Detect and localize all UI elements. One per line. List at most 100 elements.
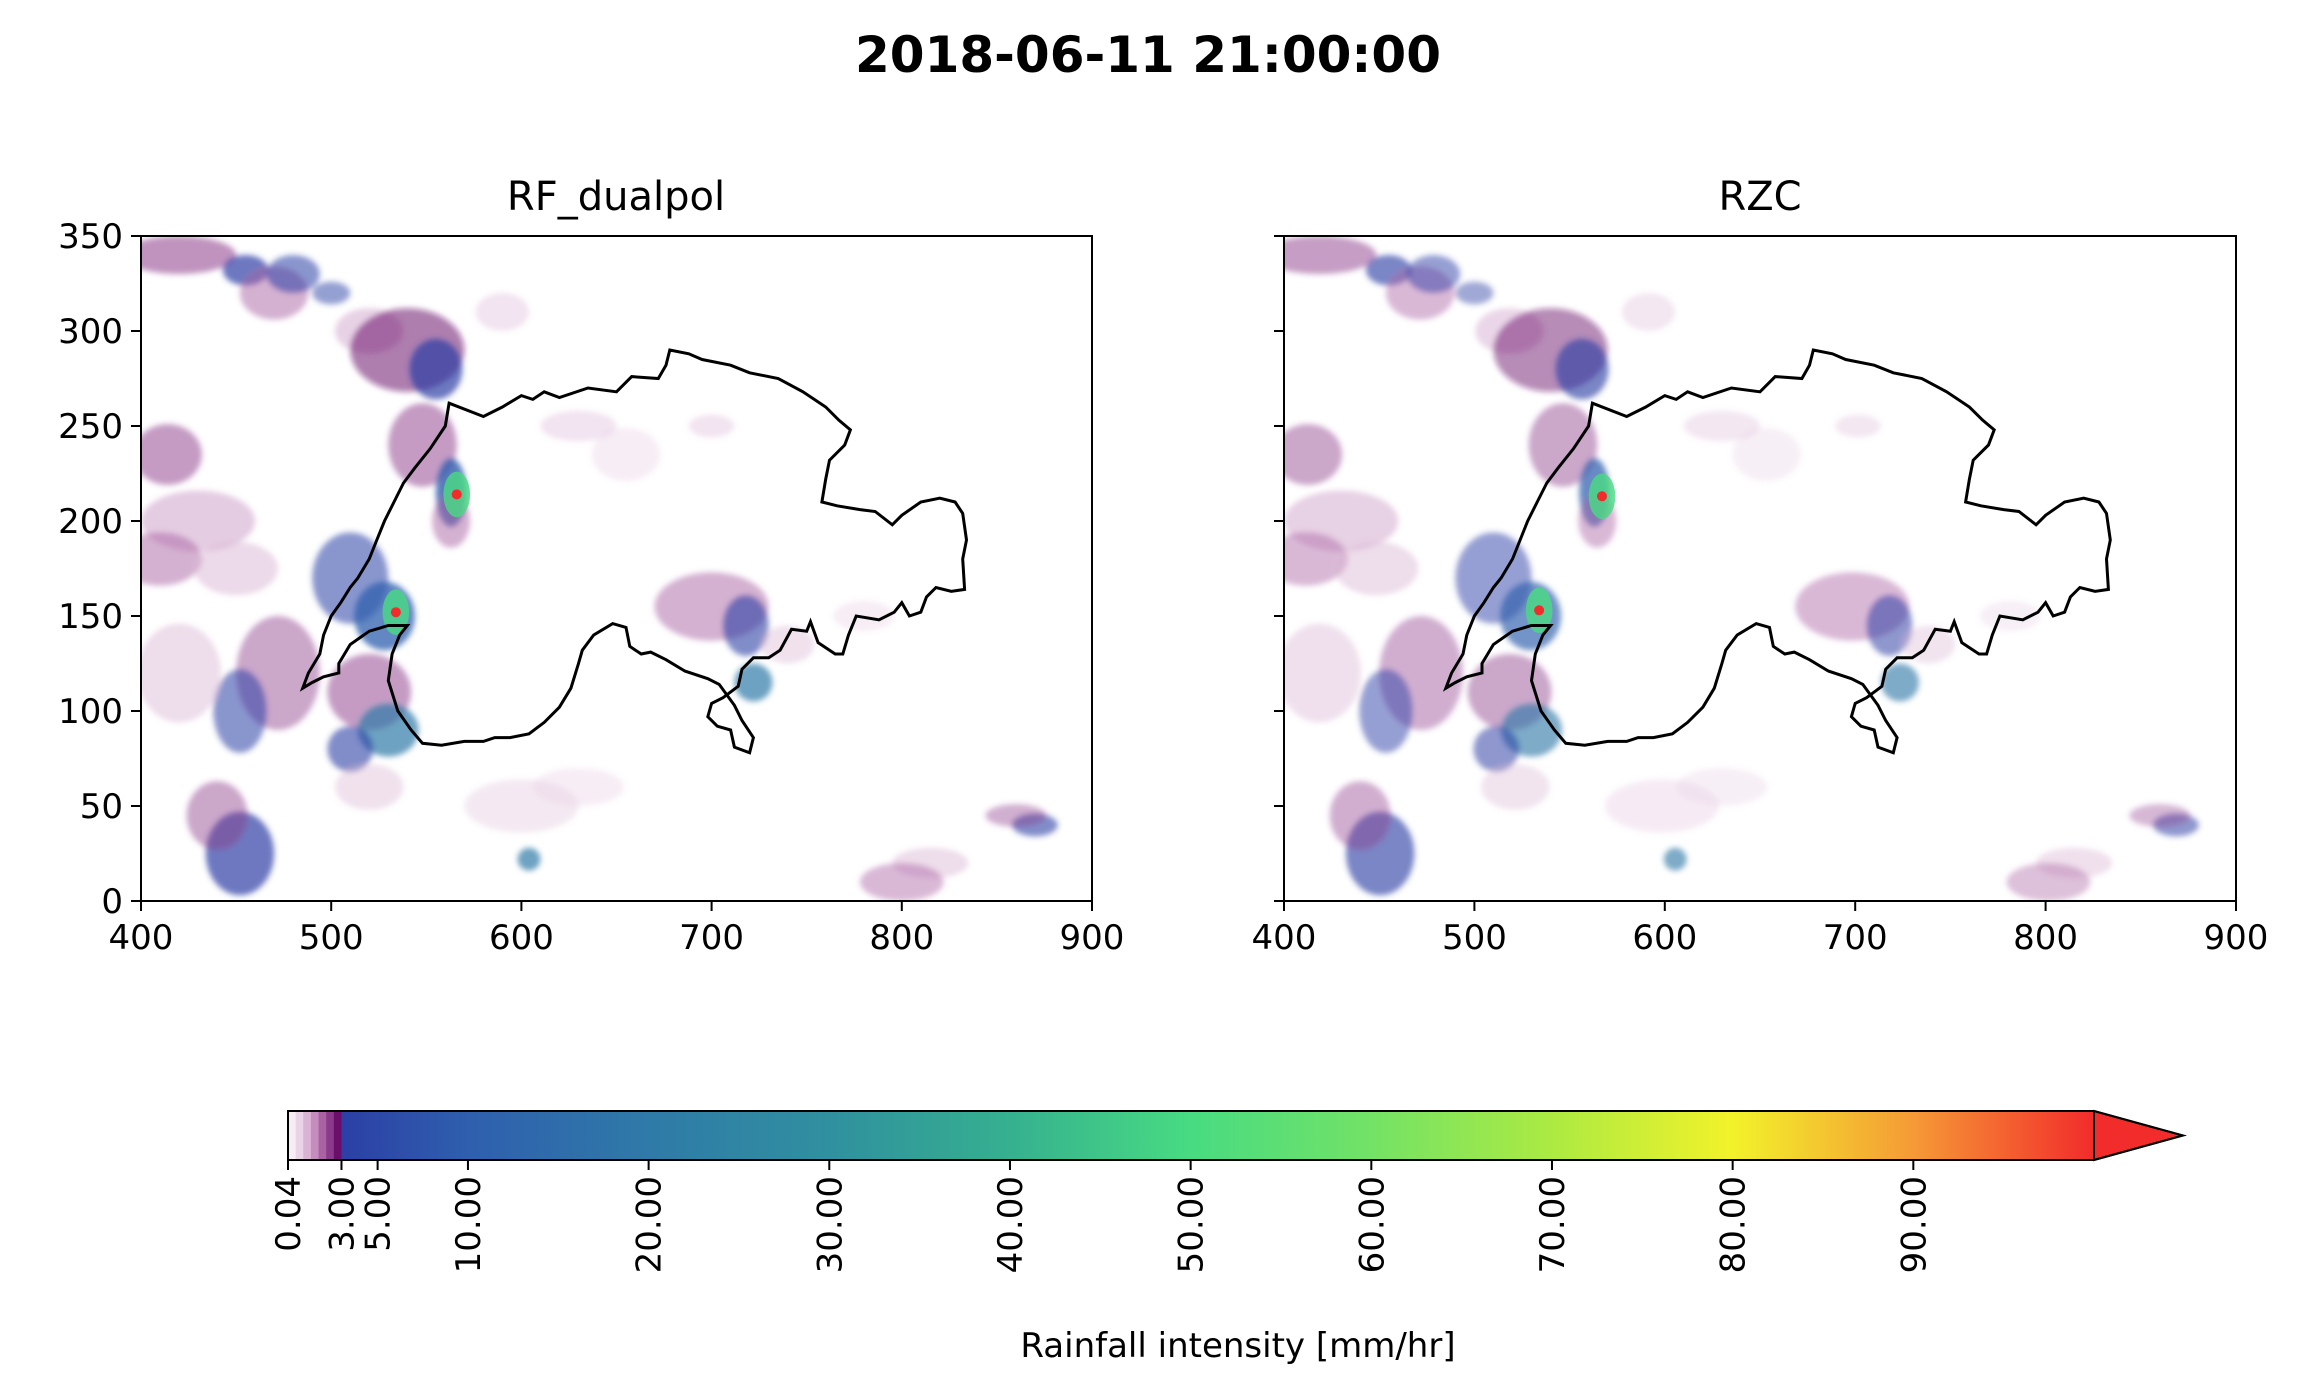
- rain-cell: [1835, 414, 1881, 438]
- rain-cell: [517, 847, 541, 871]
- colorbar: 0.04 3.005.00 10.00 20.00 30.00 40.00 50.00 60.…: [269, 1109, 2187, 1366]
- colorbar-ticks: 0.04 3.005.00 10.00 20.00 30.00 40.00 50.00 60.…: [269, 1160, 1934, 1273]
- colorbar-tick-label: 3.00: [322, 1176, 362, 1252]
- panel-right-title: RZC: [1718, 174, 1801, 220]
- colorbar-frame: [287, 1110, 2187, 1161]
- rain-cell: [2129, 804, 2191, 827]
- x-tick-label: 800: [2013, 918, 2078, 958]
- colorbar-segment: [288, 1111, 297, 1160]
- y-tick-label: 250: [58, 407, 123, 447]
- rain-cell: [186, 781, 248, 850]
- rain-cell: [1880, 663, 1919, 702]
- rain-cell: [141, 623, 221, 723]
- colorbar-segment: [318, 1111, 327, 1160]
- rain-cell: [409, 338, 463, 400]
- country-border-right: [1442, 348, 2112, 755]
- colorbar-tick-label: 70.00: [1533, 1176, 1573, 1273]
- colorbar-tick-label: 80.00: [1714, 1176, 1754, 1273]
- rain-cell: [1334, 541, 1419, 596]
- x-tick-label: 400: [109, 918, 174, 958]
- rain-cell: [1866, 595, 1913, 656]
- rain-cell: [1676, 768, 1768, 806]
- colorbar-tick-label: 40.00: [991, 1176, 1031, 1273]
- rain-cell: [1528, 403, 1598, 487]
- rain-cell: [1979, 600, 2041, 632]
- rain-cell: [266, 255, 320, 293]
- panel-left: RF_dualpol 400 500 600 700 800 900 0 50 100 150 20…: [58, 174, 1124, 958]
- y-tick-label: 200: [58, 502, 123, 542]
- panel-left-title: RF_dualpol: [507, 174, 725, 220]
- rain-cell: [1455, 281, 1494, 305]
- rain-field-left: [141, 236, 1058, 901]
- colorbar-tick-label: 20.00: [630, 1176, 670, 1273]
- figure-title: 2018-06-11 21:00:00: [855, 26, 1441, 84]
- y-tick-label: 0: [101, 882, 123, 922]
- country-border-left: [299, 348, 969, 755]
- x-tick-label: 400: [1252, 918, 1317, 958]
- rain-blobs-right: [1284, 236, 2199, 901]
- y-tick-label: 300: [58, 312, 123, 352]
- colorbar-tick-label: 5.00: [359, 1176, 399, 1252]
- colorbar-tick-label: 50.00: [1172, 1176, 1212, 1273]
- rain-cell: [141, 424, 202, 485]
- rain-cell: [1359, 669, 1413, 753]
- rain-max-point: [1534, 605, 1545, 616]
- rain-cell: [1284, 532, 1348, 586]
- rain-cell: [985, 804, 1047, 827]
- rain-cell: [1683, 410, 1761, 442]
- x-tick-label: 500: [299, 918, 364, 958]
- axes-frame-right: [1283, 235, 2237, 902]
- x-tick-label: 500: [1442, 918, 1507, 958]
- rain-cell: [734, 663, 773, 702]
- rain-cell: [1284, 424, 1343, 485]
- colorbar-tick-label: 30.00: [810, 1176, 850, 1273]
- rain-cell: [312, 281, 351, 305]
- rain-cell: [388, 403, 457, 487]
- axis-ticks-left: 400 500 600 700 800 900 0 50 100 150 200 250 300 350: [58, 217, 1124, 958]
- colorbar-tick-label: 60.00: [1352, 1176, 1392, 1273]
- rain-max-point: [451, 489, 462, 500]
- rain-cell: [723, 595, 769, 656]
- colorbar-gradient-bar: [341, 1111, 2094, 1160]
- rain-cell: [1284, 236, 1377, 274]
- rain-cell: [1473, 726, 1520, 772]
- rain-max-point: [390, 607, 401, 618]
- rain-cell: [1555, 338, 1609, 400]
- rain-cell: [591, 427, 661, 482]
- rain-cell: [688, 414, 735, 438]
- colorbar-segment: [295, 1111, 304, 1160]
- x-tick-label: 700: [679, 918, 744, 958]
- rain-cell: [532, 768, 625, 806]
- rain-cell: [859, 863, 944, 901]
- rain-cell: [213, 669, 267, 753]
- rain-cell: [1284, 623, 1362, 723]
- colorbar-segment: [310, 1111, 320, 1160]
- colorbar-low-segments: [288, 1111, 342, 1160]
- rain-cell: [141, 236, 237, 274]
- rain-cell: [327, 726, 374, 772]
- rain-cell: [1663, 847, 1687, 871]
- rain-cell: [194, 541, 278, 596]
- rain-blobs-left: [141, 236, 1058, 901]
- panel-right: RZC 400 500 600 700 800 900: [1252, 174, 2269, 958]
- x-tick-label: 900: [2204, 918, 2269, 958]
- colorbar-tick-label: 0.04: [269, 1176, 309, 1252]
- x-tick-label: 600: [489, 918, 554, 958]
- rain-max-left: [382, 471, 471, 635]
- colorbar-segment: [333, 1111, 342, 1160]
- colorbar-tick-label: 10.00: [449, 1176, 489, 1273]
- y-tick-label: 150: [58, 597, 123, 637]
- rain-max-right: [1525, 473, 1616, 634]
- axis-ticks-right: 400 500 600 700 800 900: [1252, 235, 2269, 958]
- rain-cell: [2006, 863, 2091, 901]
- y-tick-label: 350: [58, 217, 123, 257]
- rain-cell: [1329, 781, 1391, 850]
- rain-cell: [1481, 764, 1550, 810]
- y-tick-label: 50: [80, 787, 123, 827]
- y-tick-label: 100: [58, 692, 123, 732]
- x-tick-label: 900: [1060, 918, 1125, 958]
- colorbar-tick-label: 90.00: [1894, 1176, 1934, 1273]
- axes-frame-left: [140, 235, 1093, 902]
- colorbar-segment: [326, 1111, 335, 1160]
